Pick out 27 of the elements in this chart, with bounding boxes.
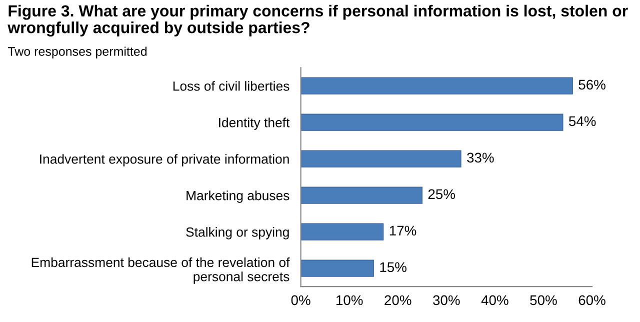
bar bbox=[300, 223, 384, 240]
bar bbox=[300, 114, 564, 131]
x-tick-label: 30% bbox=[433, 295, 460, 306]
bar bbox=[300, 186, 422, 204]
data-label: 25% bbox=[428, 189, 455, 200]
text: Two responses permitted bbox=[8, 46, 147, 58]
data-label: 56% bbox=[578, 80, 606, 90]
y-tick-label: Identity theft bbox=[219, 118, 290, 130]
y-tick-label: Stalking or spying bbox=[186, 227, 289, 240]
y-tick-label: Marketing abuses bbox=[186, 190, 290, 203]
y-tick-label: Embarrassment because of the revelation of personal secrets bbox=[32, 257, 290, 284]
bar bbox=[300, 260, 374, 277]
x-tick-label: 0% bbox=[291, 295, 310, 306]
x-tick-label: 50% bbox=[530, 295, 557, 306]
bar bbox=[300, 150, 462, 168]
data-label: 54% bbox=[568, 116, 596, 126]
y-tick-label: Loss of civil liberties bbox=[173, 81, 290, 91]
y-tick-label: Inadvertent exposure of private information bbox=[40, 154, 289, 166]
data-label: 17% bbox=[390, 226, 416, 236]
data-label: 15% bbox=[380, 262, 406, 272]
x-tick-label: 10% bbox=[336, 295, 363, 306]
data-label: 33% bbox=[467, 152, 494, 163]
chart-title: Figure 3. What are your primary concerns if personal information is lost, stolen or wrongfully acquired by outside parties? bbox=[8, 4, 628, 36]
x-tick-label: 40% bbox=[481, 295, 508, 306]
x-tick-label: 60% bbox=[578, 295, 606, 306]
x-tick-label: 20% bbox=[384, 295, 412, 306]
bar bbox=[300, 77, 573, 94]
